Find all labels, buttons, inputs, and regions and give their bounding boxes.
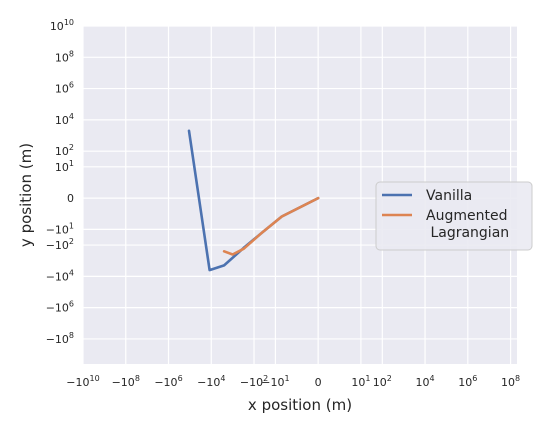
y-tick-label: 104 <box>55 112 74 127</box>
x-tick-label: 108 <box>501 374 520 389</box>
y-tick-label: −104 <box>46 268 74 283</box>
y-tick-label: 0 <box>67 192 74 205</box>
x-tick-label: −104 <box>197 374 225 389</box>
series-lines <box>187 129 320 272</box>
legend-box <box>375 181 533 251</box>
y-tick-label: −108 <box>46 331 74 346</box>
y-axis-label: y position (m) <box>17 143 35 247</box>
x-tick-label: 101 <box>351 374 370 389</box>
y-tick-label: 102 <box>55 143 74 158</box>
legend-label-1: Augmented Lagrangian <box>426 208 509 241</box>
y-tick-label: 101 <box>55 159 74 174</box>
x-tick-label: −101 <box>261 374 289 389</box>
x-tick-label: 0 <box>315 376 322 389</box>
x-tick-label: 102 <box>373 374 392 389</box>
y-tick-label: −106 <box>46 300 74 315</box>
legend: Vanilla Augmented Lagrangian <box>375 181 533 251</box>
legend-label-0: Vanilla <box>426 188 472 204</box>
x-tick-label: 104 <box>416 374 435 389</box>
series-line-1 <box>222 196 320 256</box>
y-tick-label: 108 <box>55 49 74 64</box>
x-axis-label: x position (m) <box>248 396 352 414</box>
y-tick-label: −102 <box>46 237 74 252</box>
x-tick-label: −108 <box>112 374 140 389</box>
y-tick-label: −101 <box>46 221 74 236</box>
x-tick-label: −106 <box>154 374 182 389</box>
x-tick-label: −1010 <box>66 374 99 389</box>
x-tick-labels: −1010 −108 −106 −104 −102−101 0 101 102 104 106 10… <box>66 374 520 389</box>
y-tick-label: 106 <box>55 81 74 96</box>
x-tick-label: 106 <box>458 374 477 389</box>
y-tick-label: 1010 <box>50 18 74 33</box>
x-tick-label: −102 <box>240 374 268 389</box>
